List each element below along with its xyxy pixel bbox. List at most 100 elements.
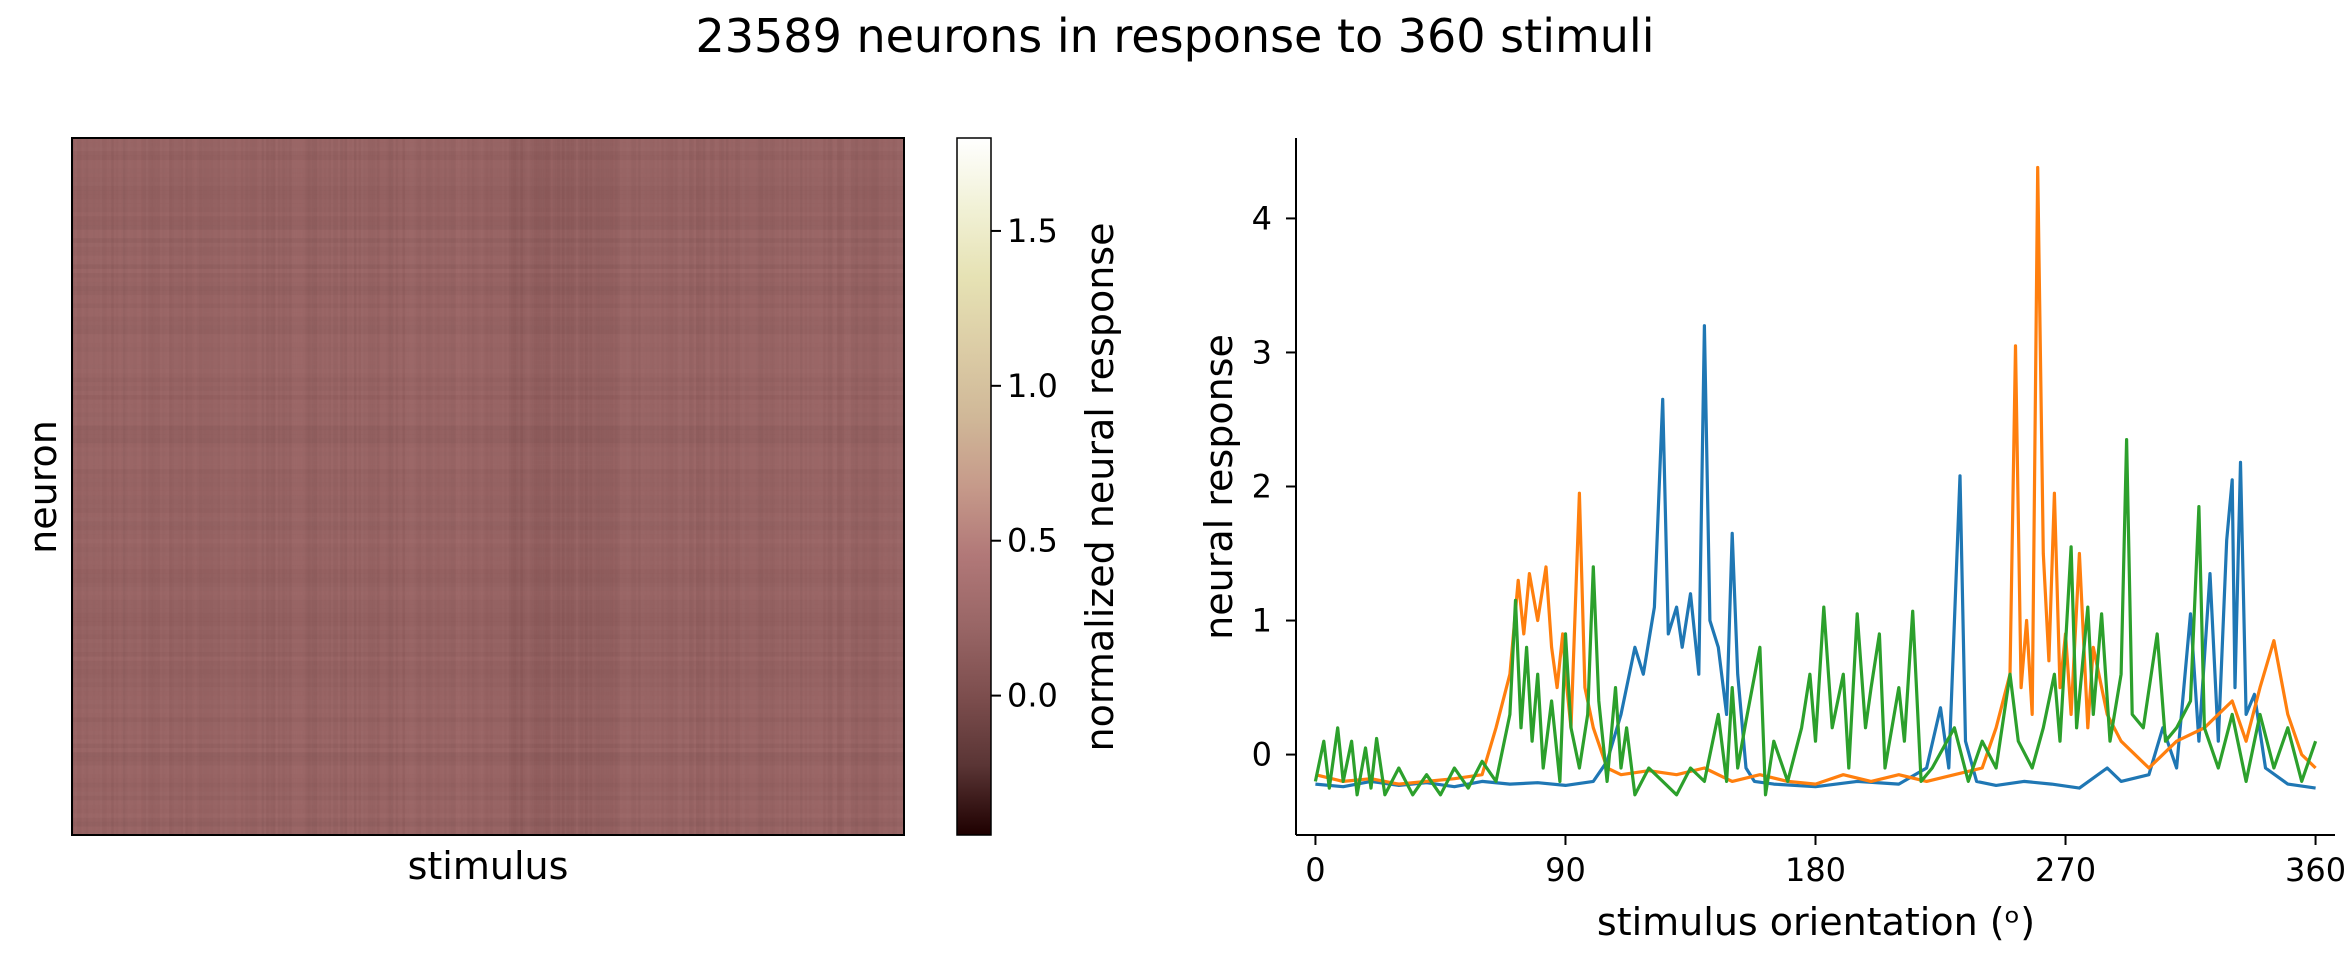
- heatmap-row: [72, 194, 904, 200]
- heatmap-column: [425, 138, 429, 835]
- heatmap-column: [834, 138, 838, 835]
- heatmap-column: [263, 138, 267, 835]
- heatmap-column: [187, 138, 191, 835]
- heatmap-row: [72, 508, 904, 513]
- heatmap-row: [72, 251, 904, 256]
- heatmap-column: [485, 138, 489, 835]
- heatmap-column: [122, 138, 126, 835]
- heatmap-column: [737, 138, 741, 835]
- heatmap-row: [72, 220, 904, 226]
- heatmap-column: [571, 138, 574, 835]
- heatmap-column: [407, 138, 410, 835]
- heatmap-column: [862, 138, 866, 835]
- heatmap-column: [261, 138, 265, 835]
- x-tick-label: 0: [1305, 851, 1325, 889]
- heatmap-column: [455, 138, 459, 835]
- heatmap-row: [72, 617, 904, 622]
- heatmap-column: [169, 138, 172, 835]
- heatmap-column: [672, 138, 676, 835]
- heatmap-column: [541, 138, 544, 835]
- heatmap-column: [88, 138, 91, 835]
- heatmap-column: [605, 138, 609, 835]
- heatmap-column: [506, 138, 510, 835]
- heatmap-row: [72, 233, 904, 239]
- heatmap-ylabel: neuron: [21, 420, 65, 554]
- heatmap-column: [596, 138, 600, 835]
- heatmap-row: [72, 412, 904, 418]
- heatmap-column: [393, 138, 396, 835]
- heatmap-column: [259, 138, 262, 835]
- heatmap-column: [409, 138, 413, 835]
- heatmap-column: [118, 138, 121, 835]
- heatmap-column: [432, 138, 436, 835]
- heatmap-column: [434, 138, 438, 835]
- heatmap-row: [72, 255, 904, 261]
- heatmap-column: [444, 138, 447, 835]
- heatmap-column: [159, 138, 163, 835]
- heatmap-column: [587, 138, 591, 835]
- heatmap-column: [460, 138, 463, 835]
- heatmap-column: [700, 138, 704, 835]
- heatmap-column: [104, 138, 108, 835]
- heatmap-column: [802, 138, 806, 835]
- x-tick-label: 90: [1545, 851, 1586, 889]
- heatmap-column: [333, 138, 336, 835]
- heatmap-row: [72, 464, 904, 470]
- heatmap-column: [790, 138, 794, 835]
- colorbar-label: normalized neural response: [1078, 223, 1122, 752]
- heatmap-column: [712, 138, 715, 835]
- heatmap-column: [753, 138, 757, 835]
- y-tick-label: 4: [1252, 199, 1272, 237]
- heatmap-column: [240, 138, 244, 835]
- heatmap-column: [545, 138, 549, 835]
- heatmap-column: [515, 138, 519, 835]
- heatmap-column: [779, 138, 782, 835]
- heatmap-column: [894, 138, 898, 835]
- heatmap-column: [185, 138, 188, 835]
- heatmap-column: [323, 138, 327, 835]
- heatmap-column: [880, 138, 884, 835]
- heatmap-column: [252, 138, 255, 835]
- heatmap-row: [72, 216, 904, 222]
- heatmap-row: [72, 225, 904, 230]
- heatmap-column: [749, 138, 752, 835]
- line-chart-xlabel: stimulus orientation (ᵒ): [1597, 900, 2035, 944]
- heatmap-column: [173, 138, 177, 835]
- heatmap-column: [92, 138, 96, 835]
- heatmap-column: [728, 138, 732, 835]
- heatmap-row: [72, 416, 904, 422]
- heatmap-row: [72, 704, 904, 709]
- heatmap-column: [702, 138, 706, 835]
- y-tick-label: 0: [1252, 736, 1272, 774]
- heatmap-column: [215, 138, 218, 835]
- heatmap-column: [224, 138, 228, 835]
- heatmap-column: [492, 138, 496, 835]
- heatmap-column: [665, 138, 669, 835]
- heatmap-column: [677, 138, 681, 835]
- heatmap-column: [208, 138, 212, 835]
- heatmap-column: [878, 138, 882, 835]
- heatmap-column: [806, 138, 810, 835]
- heatmap-row: [72, 691, 904, 696]
- heatmap-column: [296, 138, 299, 835]
- heatmap-row: [72, 669, 904, 675]
- heatmap-row: [72, 486, 904, 492]
- heatmap-column: [871, 138, 875, 835]
- heatmap-column: [316, 138, 320, 835]
- heatmap-column: [647, 138, 651, 835]
- heatmap-row: [72, 212, 904, 217]
- heatmap-row: [72, 325, 904, 330]
- heatmap-column: [81, 138, 84, 835]
- heatmap-column: [501, 138, 505, 835]
- heatmap-row: [72, 665, 904, 670]
- heatmap-column: [732, 138, 736, 835]
- heatmap-column: [402, 138, 406, 835]
- heatmap-column: [497, 138, 500, 835]
- heatmap-column: [675, 138, 678, 835]
- heatmap-row: [72, 264, 904, 269]
- heatmap-row: [72, 425, 904, 431]
- y-tick-label: 3: [1252, 333, 1272, 371]
- heatmap-column: [464, 138, 468, 835]
- heatmap-column: [74, 138, 78, 835]
- heatmap-column: [430, 138, 433, 835]
